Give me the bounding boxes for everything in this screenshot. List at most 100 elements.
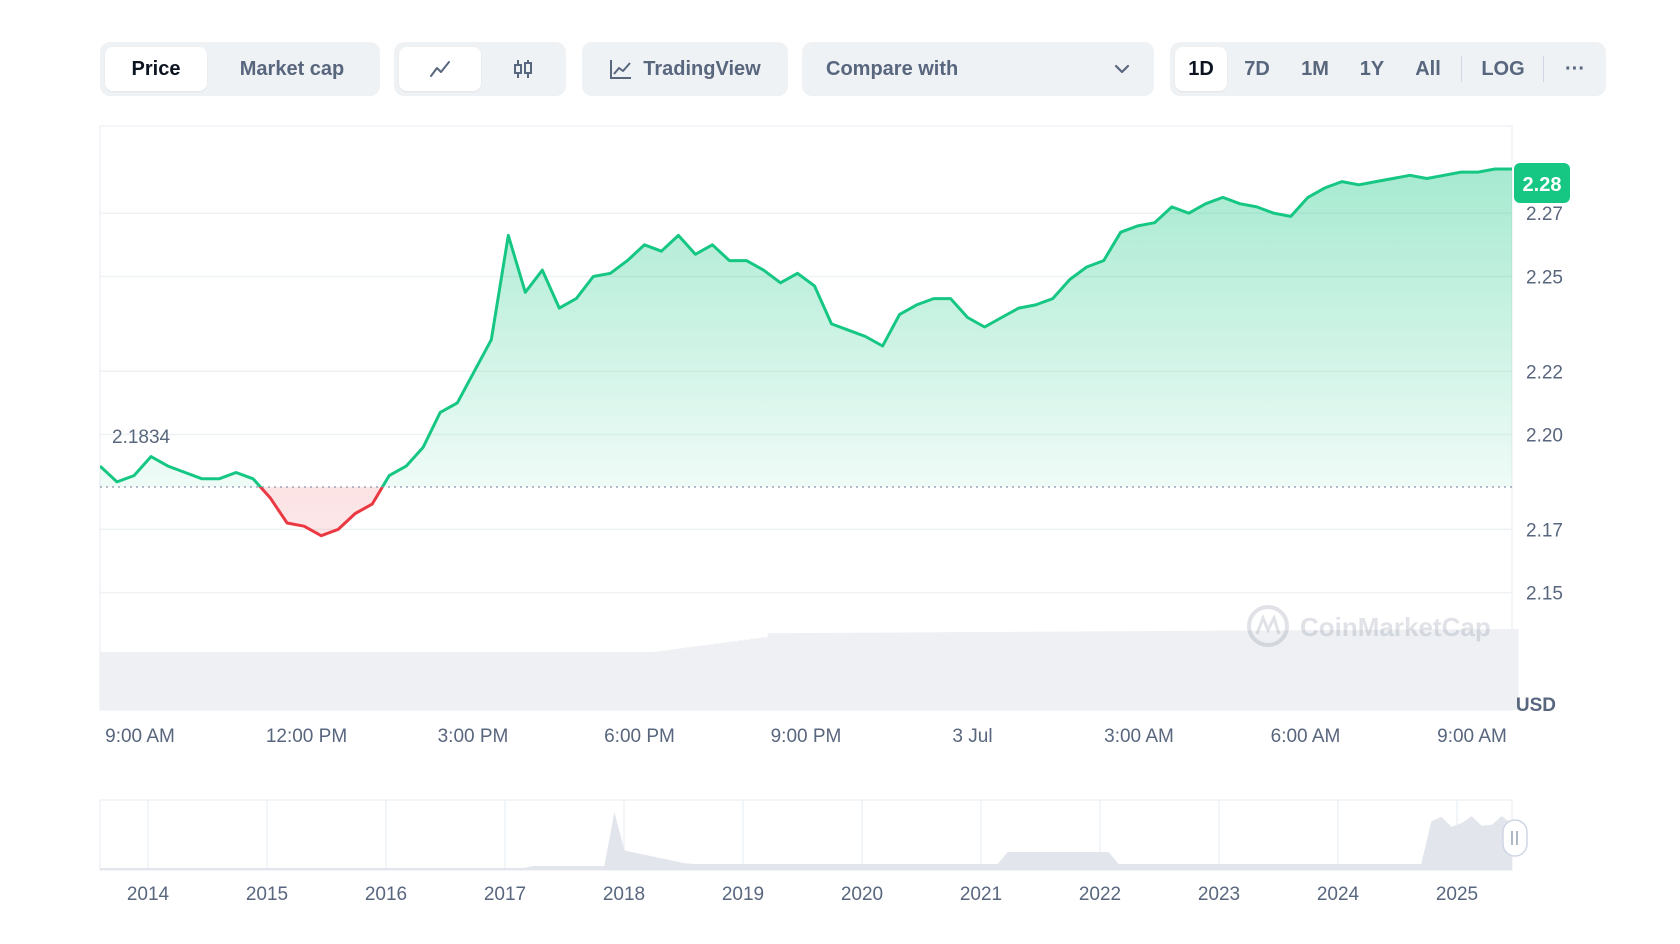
volume-bar	[1181, 630, 1188, 710]
volume-bar	[791, 633, 798, 710]
volume-bar	[596, 652, 603, 710]
volume-bar	[743, 639, 751, 710]
volume-bar	[1311, 630, 1318, 710]
volume-bar	[927, 632, 934, 710]
range-1m-button[interactable]: 1M	[1301, 57, 1329, 80]
range-1d-button[interactable]: 1D	[1175, 47, 1227, 91]
volume-bar	[1204, 630, 1212, 710]
more-options-button[interactable]: ···	[1565, 57, 1585, 80]
volume-bar	[537, 652, 544, 710]
navigator-year-label: 2025	[1436, 884, 1478, 905]
volume-bar	[572, 652, 580, 710]
x-tick-label: 3:00 PM	[438, 726, 509, 747]
volume-bar	[649, 652, 656, 710]
volume-bar	[1328, 630, 1336, 710]
volume-bar	[377, 652, 385, 710]
x-tick-label: 6:00 PM	[604, 726, 675, 747]
volume-bar	[986, 631, 993, 710]
volume-bar	[1198, 630, 1206, 710]
volume-bar	[1039, 631, 1046, 710]
volume-bar	[933, 632, 940, 710]
volume-bar	[123, 652, 131, 710]
chart-toolbar: Price Market cap TradingView Compare wit…	[100, 42, 1606, 98]
range-7d-button[interactable]: 7D	[1244, 57, 1270, 80]
y-tick-label: 2.20	[1526, 426, 1563, 447]
volume-bar	[1175, 630, 1182, 710]
volume-bar	[578, 652, 585, 710]
volume-bar	[826, 632, 834, 710]
volume-bar	[1441, 629, 1448, 710]
x-tick-label: 9:00 PM	[771, 726, 842, 747]
market-cap-tab[interactable]: Market cap	[239, 57, 345, 80]
volume-bar	[1452, 629, 1460, 710]
volume-bar	[549, 652, 556, 710]
volume-bar	[218, 652, 225, 710]
volume-bar	[661, 650, 668, 710]
y-tick-label: 2.25	[1526, 267, 1563, 288]
volume-bar	[289, 652, 296, 710]
volume-bar	[637, 652, 645, 710]
volume-bar	[879, 632, 887, 710]
volume-bar	[1122, 631, 1129, 710]
volume-bar	[749, 638, 757, 710]
volume-bar	[560, 652, 568, 710]
volume-bar	[720, 642, 727, 710]
volume-bar	[1151, 631, 1158, 710]
volume-bar	[1263, 630, 1271, 710]
volume-bar	[147, 652, 154, 710]
y-tick-label: 2.15	[1526, 584, 1563, 605]
volume-bar	[992, 631, 999, 710]
volume-bar	[584, 652, 591, 710]
volume-bar	[1435, 629, 1442, 710]
volume-bar	[1057, 631, 1064, 710]
range-1y-button[interactable]: 1Y	[1359, 57, 1385, 80]
volume-bar	[1340, 629, 1348, 710]
range-all-button[interactable]: All	[1415, 57, 1441, 80]
x-axis: 9:00 AM 12:00 PM 3:00 PM 6:00 PM 9:00 PM 3 Ju…	[105, 726, 1507, 747]
volume-bar	[1494, 629, 1501, 710]
line-chart-button[interactable]	[399, 47, 481, 91]
volume-bar	[767, 633, 774, 710]
volume-bar	[389, 652, 396, 710]
volume-bar	[631, 652, 639, 710]
volume-bar	[330, 652, 337, 710]
tradingview-button[interactable]: TradingView	[582, 42, 788, 96]
volume-bar	[667, 649, 674, 710]
range-navigator[interactable]: 2014 2015 2016 2017 2018 2019 2020 2021 2022 2023…	[99, 799, 1528, 905]
navigator-year-label: 2024	[1317, 884, 1360, 905]
volume-bar	[1305, 630, 1312, 710]
volume-bar	[803, 633, 810, 710]
compare-with-label: Compare with	[826, 57, 959, 80]
x-tick-label: 9:00 AM	[1437, 726, 1507, 747]
candlestick-chart-button[interactable]	[484, 47, 562, 91]
volume-bar	[944, 632, 952, 710]
volume-bar	[844, 632, 851, 710]
volume-bar	[395, 652, 402, 710]
volume-bar	[714, 643, 721, 710]
volume-bar	[1488, 629, 1495, 710]
volume-bar	[200, 652, 207, 710]
volume-bar	[1045, 631, 1052, 710]
navigator-year-label: 2021	[960, 884, 1002, 905]
navigator-handle[interactable]	[1502, 819, 1528, 857]
price-tab[interactable]: Price	[105, 47, 207, 91]
volume-bar	[342, 652, 349, 710]
compare-with-dropdown[interactable]: Compare with	[802, 42, 1154, 96]
volume-bar	[135, 652, 142, 710]
volume-bar	[318, 652, 325, 710]
volume-bar	[1068, 631, 1076, 710]
y-tick-label: 2.22	[1526, 362, 1563, 383]
volume-bar	[454, 652, 461, 710]
volume-bar	[531, 652, 538, 710]
volume-bar	[543, 652, 550, 710]
volume-bar	[247, 652, 255, 710]
volume-bar	[1187, 630, 1194, 710]
x-tick-label: 9:00 AM	[105, 726, 175, 747]
log-scale-button[interactable]: LOG	[1481, 57, 1525, 80]
tradingview-chart-icon	[610, 60, 632, 79]
volume-bar	[1346, 629, 1353, 710]
volume-bar	[460, 652, 467, 710]
volume-bar	[259, 652, 266, 710]
volume-bar	[430, 652, 438, 710]
volume-bar	[478, 652, 485, 710]
